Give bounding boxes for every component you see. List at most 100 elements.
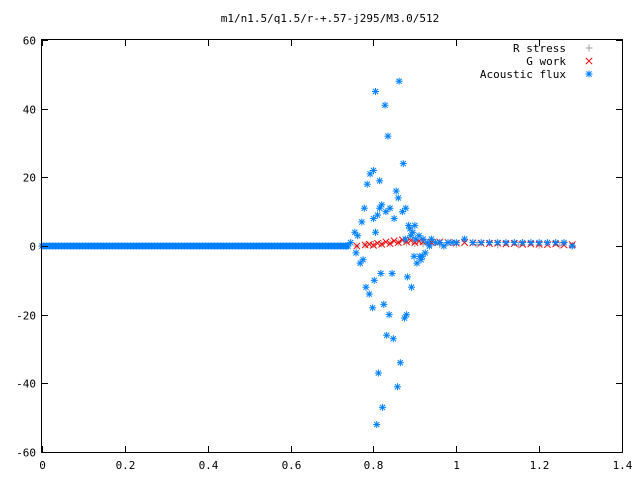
- acoustic-flux-point: [389, 335, 397, 343]
- g-work-point: [374, 239, 382, 247]
- g-work-point: [394, 239, 402, 247]
- acoustic-flux-point: [347, 239, 355, 247]
- acoustic-flux-point: [385, 311, 393, 319]
- y-tick-label: 60: [23, 35, 36, 48]
- acoustic-flux-point: [408, 283, 416, 291]
- acoustic-flux-point: [427, 235, 435, 243]
- x-tick-label: 0.8: [364, 459, 384, 472]
- x-tick-label: 0.2: [116, 459, 136, 472]
- acoustic-flux-point: [360, 204, 368, 212]
- acoustic-flux-point: [386, 204, 394, 212]
- acoustic-flux-point: [560, 239, 568, 247]
- zero-baseline: [38, 242, 352, 250]
- y-tick-label: -20: [16, 310, 36, 323]
- x-tick-label: 0.4: [199, 459, 219, 472]
- acoustic-flux-point: [411, 221, 419, 229]
- acoustic-flux-point: [394, 194, 402, 202]
- acoustic-flux-point: [440, 242, 448, 250]
- acoustic-flux-point: [384, 132, 392, 140]
- g-work-point: [369, 241, 377, 249]
- acoustic-flux-point: [381, 101, 389, 109]
- acoustic-flux-point: [510, 239, 518, 247]
- x-tick-label: 0: [39, 459, 46, 472]
- acoustic-flux-point: [342, 242, 350, 250]
- y-tick-label: 0: [29, 241, 36, 254]
- acoustic-flux-point: [369, 166, 377, 174]
- axis-ticks: 0 0.2 0.4 0.6 0.8 1 1.2 1.4 60 40 20 0 -20 -40 -60: [16, 35, 633, 473]
- acoustic-flux-point: [535, 239, 543, 247]
- r-stress-point: [369, 240, 377, 248]
- acoustic-flux-point: [377, 269, 385, 277]
- legend-g-work-label: G work: [526, 55, 566, 68]
- acoustic-flux-point: [485, 239, 493, 247]
- acoustic-flux-point: [374, 369, 382, 377]
- acoustic-flux-point: [382, 208, 390, 216]
- acoustic-flux-point: [469, 239, 477, 247]
- acoustic-flux-point: [527, 239, 535, 247]
- acoustic-flux-point: [402, 204, 410, 212]
- acoustic-flux-point: [419, 235, 427, 243]
- acoustic-flux-point: [388, 269, 396, 277]
- acoustic-flux-point: [403, 273, 411, 281]
- g-work-point: [382, 238, 390, 246]
- acoustic-flux-point: [369, 215, 377, 223]
- acoustic-flux-point: [477, 239, 485, 247]
- acoustic-flux-point: [362, 283, 370, 291]
- legend-acoustic-flux-marker: [585, 70, 593, 78]
- acoustic-flux-point: [363, 180, 371, 188]
- legend-acoustic-flux-label: Acoustic flux: [480, 68, 566, 81]
- acoustic-flux-point: [378, 201, 386, 209]
- legend-r-stress-label: R stress: [513, 42, 566, 55]
- acoustic-flux-point: [358, 218, 366, 226]
- acoustic-flux-point: [415, 232, 423, 240]
- acoustic-flux-point: [354, 232, 362, 240]
- g-work-point: [386, 240, 394, 248]
- acoustic-flux-point: [436, 239, 444, 247]
- acoustic-flux-point: [401, 235, 409, 243]
- legend-g-work-marker: [585, 57, 593, 65]
- x-tick-label: 1: [453, 459, 460, 472]
- acoustic-flux-point: [461, 235, 469, 243]
- x-tick-label: 0.6: [282, 459, 302, 472]
- acoustic-flux-point: [494, 239, 502, 247]
- g-work-point: [390, 237, 398, 245]
- plot-frame: [41, 39, 623, 453]
- acoustic-flux-point: [412, 235, 420, 243]
- acoustic-flux-point: [373, 421, 381, 429]
- y-tick-label: 20: [23, 172, 36, 185]
- acoustic-flux-point: [399, 160, 407, 168]
- acoustic-flux-point: [390, 215, 398, 223]
- acoustic-flux-point: [413, 259, 421, 267]
- acoustic-flux-point: [359, 256, 367, 264]
- acoustic-flux-point: [409, 228, 417, 236]
- acoustic-flux-point: [372, 88, 379, 95]
- y-tick-label: 40: [23, 104, 36, 117]
- acoustic-flux-point: [370, 276, 378, 284]
- acoustic-flux-point: [393, 383, 401, 391]
- g-work-point: [365, 240, 373, 248]
- acoustic-flux-point: [452, 239, 460, 247]
- acoustic-flux-point: [395, 77, 403, 85]
- acoustic-flux-point: [376, 177, 384, 185]
- acoustic-flux-point: [502, 239, 510, 247]
- y-tick-label: -40: [16, 378, 36, 391]
- acoustic-flux-point: [519, 239, 527, 247]
- data-points: [342, 77, 576, 429]
- acoustic-flux-point: [552, 239, 560, 247]
- acoustic-flux-point: [374, 211, 382, 219]
- chart-title: m1/n1.5/q1.5/r-+.57-j295/M3.0/512: [221, 12, 440, 25]
- acoustic-flux-point: [369, 304, 377, 312]
- acoustic-flux-point: [379, 403, 387, 411]
- acoustic-flux-point: [372, 228, 379, 236]
- legend-r-stress-marker: [585, 44, 593, 52]
- g-work-point: [353, 242, 361, 250]
- acoustic-flux-point: [380, 300, 388, 308]
- acoustic-flux-point: [383, 331, 391, 339]
- acoustic-flux-point: [421, 249, 429, 257]
- acoustic-flux-point: [392, 187, 400, 195]
- y-tick-label: -60: [16, 447, 36, 460]
- acoustic-flux-point: [403, 311, 411, 319]
- x-tick-label: 1.2: [530, 459, 550, 472]
